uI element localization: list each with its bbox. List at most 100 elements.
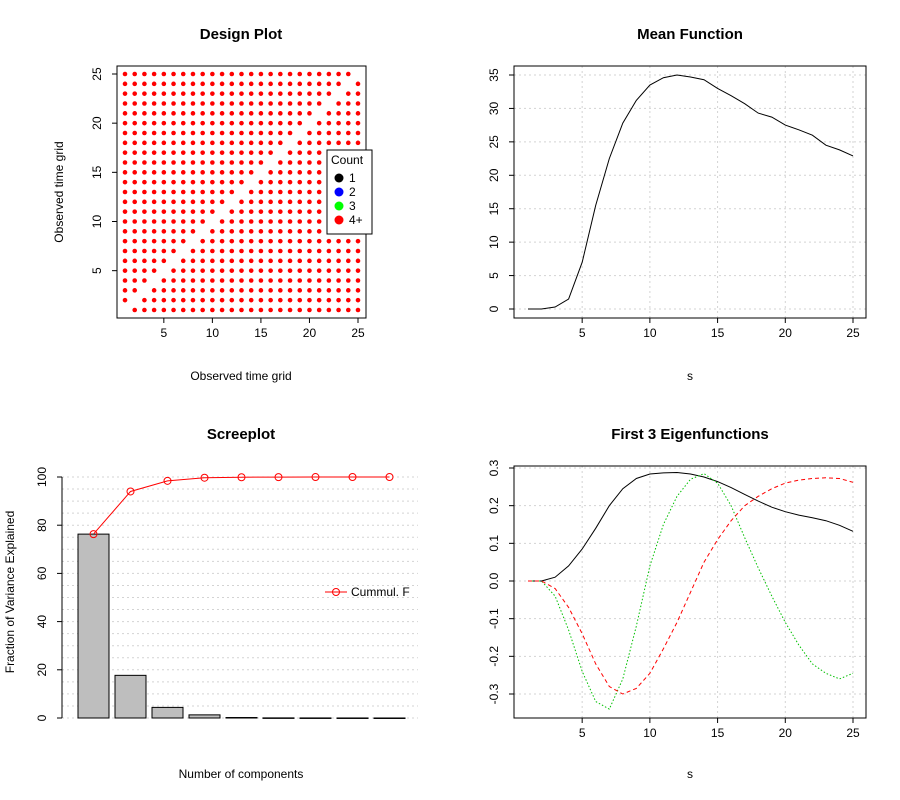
design-point	[142, 189, 147, 195]
y-tick-label: 20	[487, 168, 501, 182]
design-point	[151, 120, 157, 126]
design-point	[161, 219, 167, 224]
design-point	[190, 229, 196, 234]
design-point	[122, 170, 128, 175]
design-point	[132, 71, 138, 77]
scree-bar	[336, 717, 369, 719]
design-point	[248, 91, 254, 96]
design-point	[151, 71, 157, 77]
design-point	[190, 140, 196, 146]
design-point	[278, 278, 283, 283]
design-point	[200, 288, 205, 293]
design-point	[326, 278, 332, 283]
design-point	[200, 170, 205, 175]
design-point	[180, 140, 186, 146]
design-point	[316, 170, 322, 175]
design-point	[180, 170, 186, 175]
design-point	[268, 268, 273, 273]
cumulative-fve-point	[385, 473, 394, 481]
design-point	[326, 258, 332, 264]
design-point	[248, 278, 254, 283]
design-point	[336, 238, 341, 244]
design-point	[248, 150, 254, 155]
design-point	[268, 248, 273, 254]
design-point	[278, 81, 283, 87]
design-point	[239, 219, 244, 224]
cumulative-fve-points	[89, 473, 394, 539]
design-point	[122, 150, 128, 155]
design-point	[142, 71, 147, 77]
x-tick-label: 20	[303, 326, 317, 340]
x-tick-label: 20	[779, 326, 793, 340]
design-point	[268, 238, 273, 244]
design-point	[229, 248, 235, 254]
y-tick-label: 0.2	[487, 497, 501, 514]
design-point	[345, 130, 351, 136]
design-point	[151, 238, 157, 244]
cumulative-fve-point	[348, 473, 357, 481]
design-point	[239, 238, 244, 244]
design-point	[200, 219, 205, 224]
design-point	[151, 160, 157, 165]
design-point	[248, 219, 254, 224]
design-point	[336, 258, 341, 264]
design-point	[151, 140, 157, 146]
design-point	[190, 219, 196, 224]
design-point	[258, 179, 264, 185]
design-point	[278, 297, 283, 303]
design-point	[151, 101, 157, 106]
x-tick-label: 5	[160, 326, 167, 340]
design-point	[316, 150, 322, 155]
design-point	[297, 199, 303, 205]
design-point	[258, 130, 264, 136]
design-point	[287, 71, 293, 77]
design-point	[307, 179, 312, 185]
design-point	[161, 288, 167, 293]
design-point	[151, 209, 157, 214]
design-point	[297, 258, 303, 264]
legend-marker-3	[334, 201, 344, 211]
design-point	[171, 297, 176, 303]
design-point	[278, 120, 283, 126]
design-point	[316, 71, 322, 77]
design-point	[326, 120, 332, 126]
design-point	[336, 307, 341, 313]
design-point	[258, 120, 264, 126]
design-point	[161, 189, 167, 195]
design-point	[316, 278, 322, 283]
design-point	[200, 111, 205, 116]
design-point	[229, 150, 235, 155]
design-point	[210, 288, 215, 293]
eigenfunctions-grid	[514, 466, 866, 718]
design-point	[287, 111, 293, 116]
design-point	[307, 199, 312, 205]
design-point	[239, 120, 244, 126]
design-point	[297, 101, 303, 106]
design-point	[297, 81, 303, 87]
design-point	[278, 179, 283, 185]
design-point	[190, 268, 196, 273]
design-point	[180, 297, 186, 303]
design-point	[258, 229, 264, 234]
design-point	[258, 81, 264, 87]
design-plot-legend: Count 1 2 3 4+	[326, 149, 373, 235]
x-tick-label: 5	[579, 326, 586, 340]
y-tick-label: -0.2	[487, 646, 501, 667]
design-point	[248, 130, 254, 136]
design-point	[287, 170, 293, 175]
mean-function-frame	[513, 65, 867, 319]
design-point	[190, 160, 196, 165]
design-point	[190, 258, 196, 264]
design-point	[132, 238, 138, 244]
design-point	[190, 288, 196, 293]
design-point	[229, 238, 235, 244]
design-point	[287, 278, 293, 283]
design-point	[200, 81, 205, 87]
y-tick-label: 100	[35, 467, 49, 487]
design-point	[219, 288, 225, 293]
design-point	[297, 111, 303, 116]
design-point	[239, 278, 244, 283]
design-point	[287, 258, 293, 264]
design-point	[161, 179, 167, 185]
design-point	[239, 81, 244, 87]
